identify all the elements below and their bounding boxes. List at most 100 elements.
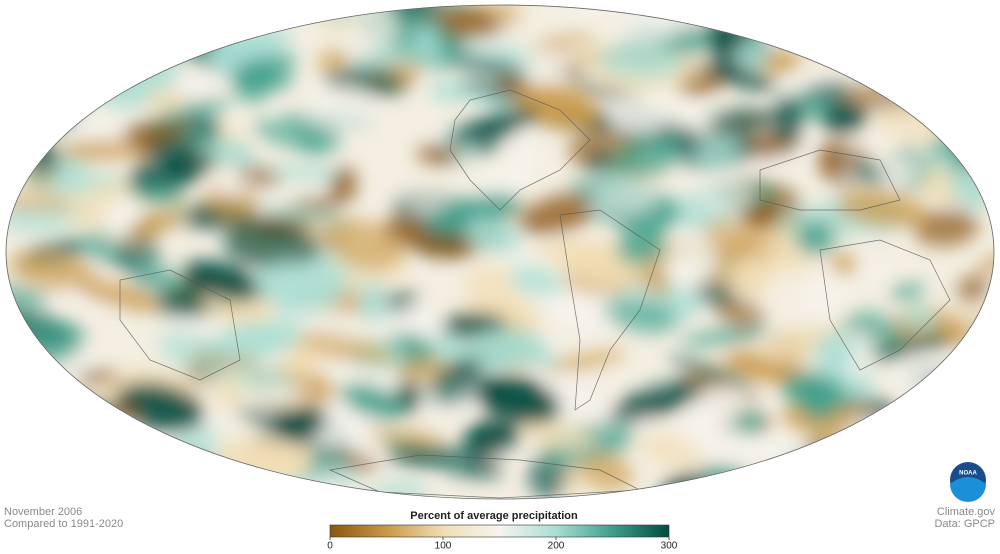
anomaly-patch	[127, 151, 217, 189]
anomaly-patch	[380, 219, 476, 259]
anomaly-patch	[428, 372, 473, 406]
anomaly-patch	[943, 81, 994, 120]
data-label: Data: GPCP	[934, 518, 995, 530]
colorbar	[329, 524, 670, 538]
map-area	[6, 5, 994, 499]
anomaly-patch	[343, 10, 395, 55]
anomaly-patch	[866, 451, 939, 481]
anomaly-patch	[610, 380, 703, 422]
anomaly-patch	[205, 385, 293, 424]
anomaly-patch	[704, 5, 770, 27]
colorbar-tick-label: 100	[435, 541, 452, 552]
anomaly-patch	[222, 222, 322, 271]
anomaly-patch	[676, 415, 768, 460]
anomaly-patch	[22, 40, 64, 66]
anomaly-patch	[906, 425, 993, 447]
anomaly-patch	[603, 296, 678, 334]
anomaly-patch	[545, 350, 627, 372]
anomaly-patch	[946, 395, 994, 430]
anomaly-patch	[608, 98, 665, 134]
anomaly-patch	[132, 5, 166, 29]
anomaly-patch	[34, 442, 61, 483]
anomaly-patch	[942, 34, 994, 57]
anomaly-patch	[880, 474, 956, 499]
anomaly-patch	[638, 432, 702, 469]
anomaly-patch	[130, 264, 182, 294]
anomaly-patch	[529, 294, 614, 331]
anomaly-patch	[890, 281, 926, 302]
anomaly-patch	[953, 64, 994, 86]
anomaly-patch	[304, 87, 376, 128]
anomaly-patch	[438, 82, 518, 112]
anomaly-patch	[975, 422, 994, 450]
anomaly-patch	[611, 132, 682, 180]
anomaly-patch	[845, 5, 914, 49]
coastlines	[119, 89, 951, 499]
anomaly-patch	[236, 164, 280, 190]
anomaly-patch	[831, 252, 856, 275]
anomaly-patch	[814, 447, 857, 472]
anomaly-patch	[851, 163, 888, 186]
anomaly-patch	[89, 472, 163, 494]
anomaly-patch	[796, 220, 835, 255]
anomaly-patch	[174, 452, 210, 485]
anomaly-patch	[512, 127, 538, 171]
anomaly-patch	[358, 279, 387, 323]
anomaly-patch	[6, 466, 45, 499]
anomaly-patch	[951, 34, 994, 63]
anomaly-patch	[115, 212, 178, 241]
anomaly-patch	[6, 457, 63, 498]
anomaly-patch	[258, 205, 353, 225]
logo-text: NOAA	[959, 471, 977, 477]
anomaly-patch	[464, 219, 522, 254]
anomaly-patch	[950, 31, 994, 47]
anomaly-patch	[147, 462, 195, 487]
anomaly-patch	[178, 20, 224, 39]
anomaly-patch	[125, 35, 188, 61]
anomaly-patch	[773, 96, 803, 145]
anomaly-patch	[53, 442, 148, 477]
anomaly-patch	[800, 275, 848, 320]
anomaly-patch	[919, 420, 989, 451]
anomaly-patch	[267, 444, 310, 479]
anomaly-patch	[6, 385, 33, 413]
anomaly-patch	[836, 190, 928, 228]
date-label: November 2006	[4, 506, 82, 518]
anomaly-patch	[73, 440, 136, 477]
anomaly-patch	[214, 140, 257, 168]
anomaly-patch	[115, 444, 144, 489]
logo-wave	[950, 477, 986, 502]
anomaly-patch	[946, 45, 994, 67]
anomaly-patch	[232, 61, 273, 104]
anomaly-patch	[956, 276, 991, 303]
anomaly-patch	[183, 260, 260, 301]
anomaly-patch	[6, 121, 53, 150]
anomaly-patch	[679, 326, 770, 347]
anomaly-patch	[28, 44, 70, 63]
anomaly-patch	[780, 449, 810, 495]
anomaly-patch	[694, 133, 739, 171]
anomaly-patch	[329, 166, 357, 206]
anomaly-patch	[114, 382, 205, 432]
anomaly-patch	[18, 19, 46, 52]
anomaly-patch	[591, 182, 659, 215]
anomaly-patch	[322, 217, 403, 270]
anomaly-patch	[447, 108, 541, 145]
anomaly-patch	[738, 488, 809, 499]
colorbar-ticks: 0 100 200 300	[327, 537, 678, 552]
anomaly-patch	[366, 427, 444, 448]
anomaly-patch	[579, 452, 634, 492]
anomaly-patch	[700, 63, 778, 91]
anomaly-patch	[113, 237, 161, 274]
anomaly-patch	[747, 484, 783, 499]
anomaly-patch	[717, 296, 764, 332]
anomaly-patch	[967, 364, 994, 395]
anomaly-patch	[652, 101, 720, 131]
anomaly-patch	[58, 140, 138, 161]
anomaly-patch	[388, 447, 451, 467]
anomaly-patch	[937, 50, 994, 70]
anomaly-patch	[475, 375, 561, 425]
anomaly-patch	[51, 409, 93, 454]
anomaly-patch	[18, 438, 76, 473]
anomaly-patch	[158, 328, 221, 371]
